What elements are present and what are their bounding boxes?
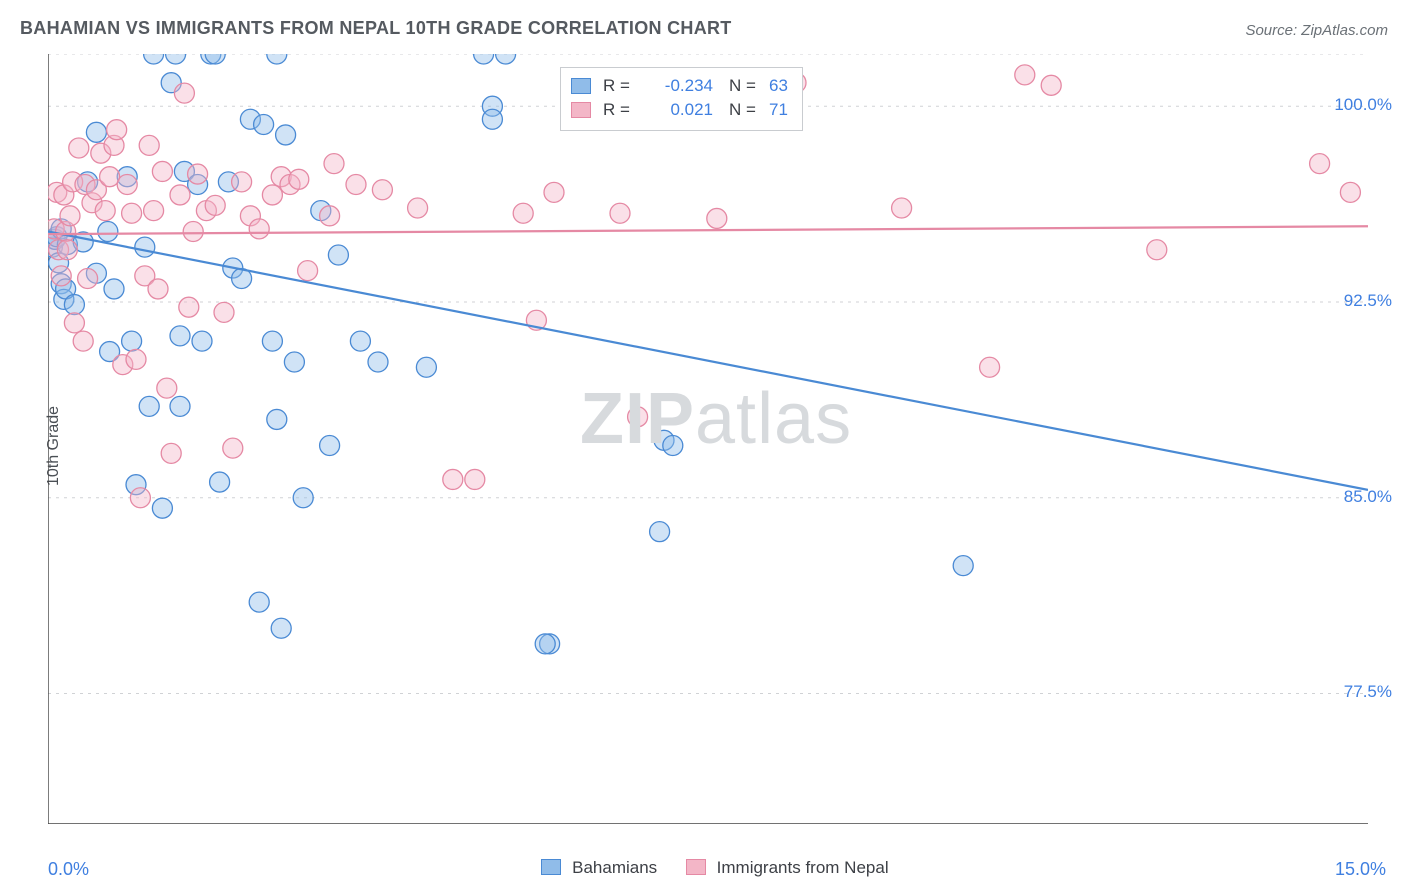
legend-label-b: Immigrants from Nepal	[717, 858, 889, 877]
scatter-plot	[48, 54, 1368, 824]
legend-label-a: Bahamians	[572, 858, 657, 877]
legend-swatch-a-icon	[571, 78, 591, 94]
source-credit: Source: ZipAtlas.com	[1245, 22, 1388, 39]
legend-swatch-a-icon	[541, 859, 561, 875]
legend-swatch-b-icon	[571, 102, 591, 118]
n-value-b: 71	[769, 100, 788, 120]
n-label: N =	[729, 76, 769, 96]
r-value-b: 0.021	[643, 100, 713, 120]
r-label: R =	[603, 76, 643, 96]
n-label: N =	[729, 100, 769, 120]
legend-bottom: Bahamians Immigrants from Nepal	[0, 858, 1406, 878]
correlation-stats-box: R = -0.234 N = 63 R = 0.021 N = 71	[560, 67, 803, 131]
legend-swatch-b-icon	[686, 859, 706, 875]
y-tick-label: 92.5%	[1344, 291, 1392, 311]
y-tick-label: 100.0%	[1334, 95, 1392, 115]
chart-title: BAHAMIAN VS IMMIGRANTS FROM NEPAL 10TH G…	[20, 18, 732, 39]
stats-row-b: R = 0.021 N = 71	[571, 98, 788, 122]
y-tick-label: 85.0%	[1344, 487, 1392, 507]
r-label: R =	[603, 100, 643, 120]
n-value-a: 63	[769, 76, 788, 96]
r-value-a: -0.234	[643, 76, 713, 96]
y-tick-label: 77.5%	[1344, 682, 1392, 702]
stats-row-a: R = -0.234 N = 63	[571, 74, 788, 98]
